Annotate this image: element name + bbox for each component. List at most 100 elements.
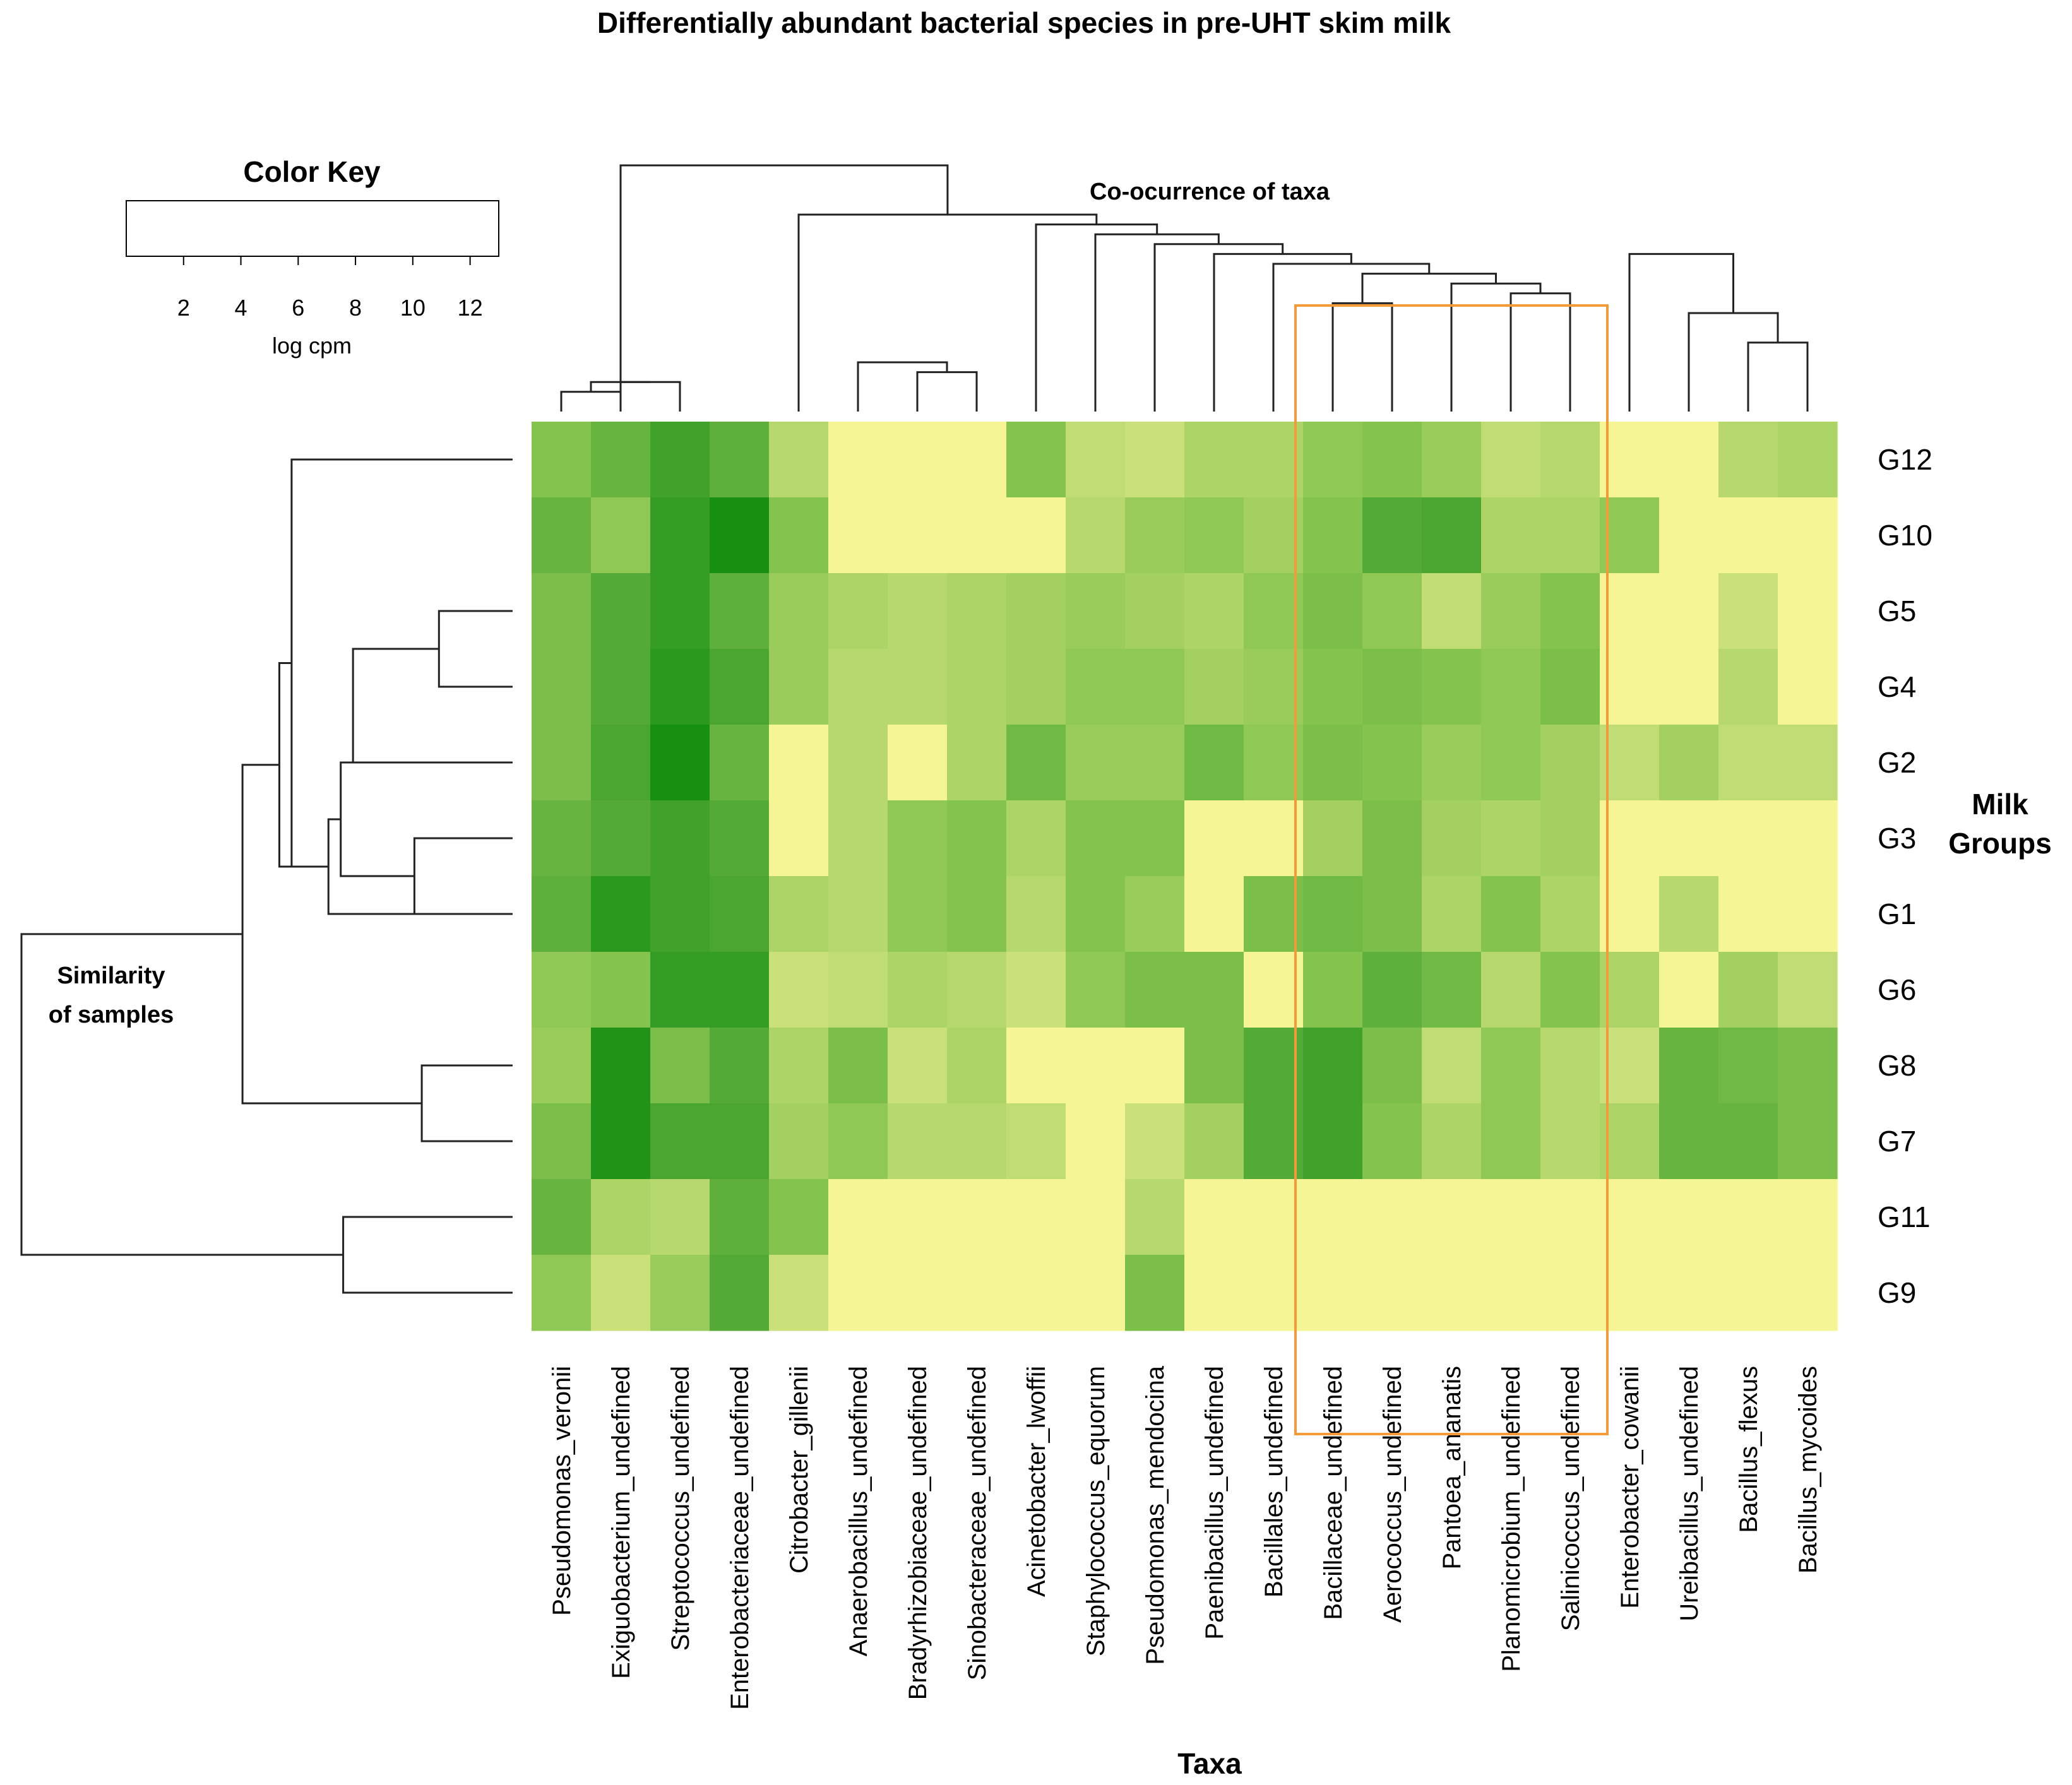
heatmap-cell: [1244, 573, 1304, 649]
heatmap-cell: [1422, 725, 1482, 801]
heatmap-cell: [1006, 573, 1066, 649]
heatmap-cell: [1303, 497, 1363, 574]
heatmap-cell: [1481, 725, 1541, 801]
heatmap-cell: [1659, 952, 1719, 1028]
heatmap-cell: [1066, 876, 1126, 952]
heatmap-cell: [1540, 725, 1600, 801]
heatmap-cell: [947, 1028, 1007, 1104]
heatmap-cell: [1006, 725, 1066, 801]
group-label: G8: [1878, 1049, 1916, 1082]
heatmap-cell: [1600, 1179, 1660, 1255]
heatmap-cell: [1303, 649, 1363, 725]
heatmap-cell: [1066, 800, 1126, 877]
heatmap-cell: [1540, 422, 1600, 498]
heatmap-cell: [1540, 1255, 1600, 1331]
heatmap-cell: [947, 952, 1007, 1028]
taxon-label: Enterobacteriaceae_undefined: [726, 1366, 754, 1710]
heatmap-cell: [947, 649, 1007, 725]
heatmap-cell: [1125, 1103, 1185, 1180]
heatmap-cell: [1006, 497, 1066, 574]
heatmap-cell: [1718, 1255, 1778, 1331]
heatmap-cell: [1600, 952, 1660, 1028]
heatmap-cell: [1125, 800, 1185, 877]
heatmap-cell: [1540, 1028, 1600, 1104]
co-occurrence-label: Co-ocurrence of taxa: [1090, 179, 1330, 205]
taxon-label: Exiguobacterium_undefined: [607, 1366, 635, 1679]
color-key-tick-label: 10: [400, 295, 426, 321]
taxa-dendrogram: [560, 164, 1809, 412]
heatmap-cell: [650, 876, 710, 952]
heatmap-cell: [828, 422, 888, 498]
heatmap-cell: [532, 1028, 592, 1104]
heatmap-cell: [1066, 497, 1126, 574]
heatmap-cell: [1778, 1255, 1838, 1331]
heatmap-cell: [532, 725, 592, 801]
heatmap-cell: [1244, 952, 1304, 1028]
heatmap-cell: [1600, 497, 1660, 574]
color-key-tick-label: 2: [177, 295, 190, 321]
heatmap-cell: [828, 1179, 888, 1255]
heatmap-cell: [1718, 1103, 1778, 1180]
heatmap-cell: [1066, 422, 1126, 498]
taxon-label: Aerococcus_undefined: [1379, 1366, 1407, 1623]
heatmap-cell: [769, 876, 829, 952]
heatmap-cell: [1125, 876, 1185, 952]
heatmap-cell: [1244, 800, 1304, 877]
taxon-label: Pseudomonas_mendocina: [1141, 1365, 1169, 1664]
heatmap-cell: [1303, 952, 1363, 1028]
taxon-label: Paenibacillus_undefined: [1201, 1366, 1229, 1640]
heatmap-cell: [1362, 649, 1422, 725]
heatmap-cell: [1540, 1103, 1600, 1180]
heatmap-cell: [1184, 1255, 1244, 1331]
heatmap-cell: [888, 1255, 948, 1331]
heatmap-cell: [1778, 876, 1838, 952]
heatmap-cell: [710, 1028, 770, 1104]
heatmap-cell: [591, 573, 651, 649]
heatmap-cell: [1066, 1255, 1126, 1331]
heatmap-cell: [1006, 876, 1066, 952]
taxon-label: Acinetobacter_lwoffii: [1023, 1366, 1051, 1597]
heatmap-cell: [1066, 1028, 1126, 1104]
heatmap-cell: [1066, 573, 1126, 649]
heatmap-cell: [1659, 876, 1719, 952]
heatmap-cell: [1125, 1255, 1185, 1331]
heatmap-cell: [947, 876, 1007, 952]
heatmap-cell: [532, 1255, 592, 1331]
heatmap-cell: [947, 573, 1007, 649]
group-label: G10: [1878, 519, 1932, 552]
heatmap-cell: [1540, 800, 1600, 877]
heatmap-cell: [1244, 497, 1304, 574]
heatmap-cell: [1303, 1028, 1363, 1104]
heatmap-cell: [1362, 876, 1422, 952]
heatmap-cell: [532, 1103, 592, 1180]
heatmap-cell: [650, 1103, 710, 1180]
taxa-dendrogram-link: [590, 381, 650, 392]
heatmap-cell: [591, 800, 651, 877]
heatmap-cell: [1184, 573, 1244, 649]
heatmap-cell: [1659, 1103, 1719, 1180]
heatmap-cell: [1481, 1028, 1541, 1104]
heatmap-cell: [1481, 1103, 1541, 1180]
heatmap-cell: [710, 800, 770, 877]
heatmap-cell: [1540, 1179, 1600, 1255]
heatmap-cell: [1244, 876, 1304, 952]
group-labels: G12 G10 G5 G4 G2 G3 G1 G6 G8 G7 G11 G9: [1878, 443, 1932, 1309]
samples-dendrogram-link: [20, 933, 343, 1256]
heatmap-cell: [650, 649, 710, 725]
heatmap-cell: [1303, 573, 1363, 649]
heatmap-cell: [1659, 649, 1719, 725]
heatmap-cell: [1006, 952, 1066, 1028]
heatmap-cell: [650, 497, 710, 574]
taxa-axis-label: Taxa: [1177, 1747, 1242, 1780]
heatmap-cell: [828, 649, 888, 725]
heatmap-cell: [947, 725, 1007, 801]
taxon-label: Planomicrobium_undefined: [1497, 1366, 1525, 1672]
group-label: G4: [1878, 670, 1916, 703]
group-label: G2: [1878, 746, 1916, 779]
heatmap-cell: [1422, 1179, 1482, 1255]
heatmap-cell: [1362, 1255, 1422, 1331]
taxon-label: Anaerobacillus_undefined: [845, 1366, 872, 1656]
heatmap-cell: [1422, 649, 1482, 725]
heatmap-cell: [1303, 800, 1363, 877]
